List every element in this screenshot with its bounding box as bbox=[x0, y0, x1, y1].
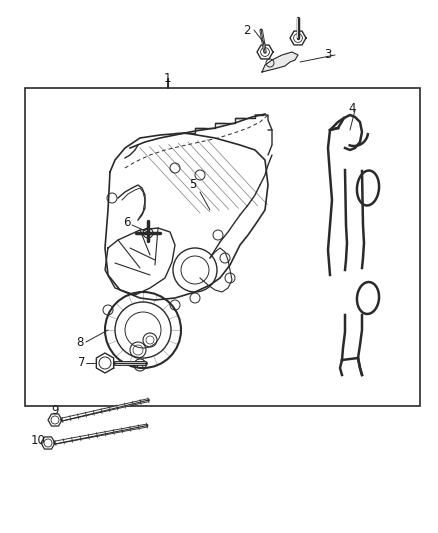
Text: 4: 4 bbox=[348, 101, 356, 115]
Polygon shape bbox=[262, 52, 298, 72]
Text: 2: 2 bbox=[243, 23, 251, 36]
Text: 5: 5 bbox=[189, 179, 197, 191]
Text: 8: 8 bbox=[76, 335, 84, 349]
Text: 1: 1 bbox=[163, 71, 171, 85]
Text: 7: 7 bbox=[78, 357, 86, 369]
Text: 6: 6 bbox=[123, 215, 131, 229]
Text: 10: 10 bbox=[31, 433, 46, 447]
Text: 9: 9 bbox=[51, 403, 59, 416]
Bar bbox=[25, 88, 420, 406]
Text: 3: 3 bbox=[324, 49, 332, 61]
